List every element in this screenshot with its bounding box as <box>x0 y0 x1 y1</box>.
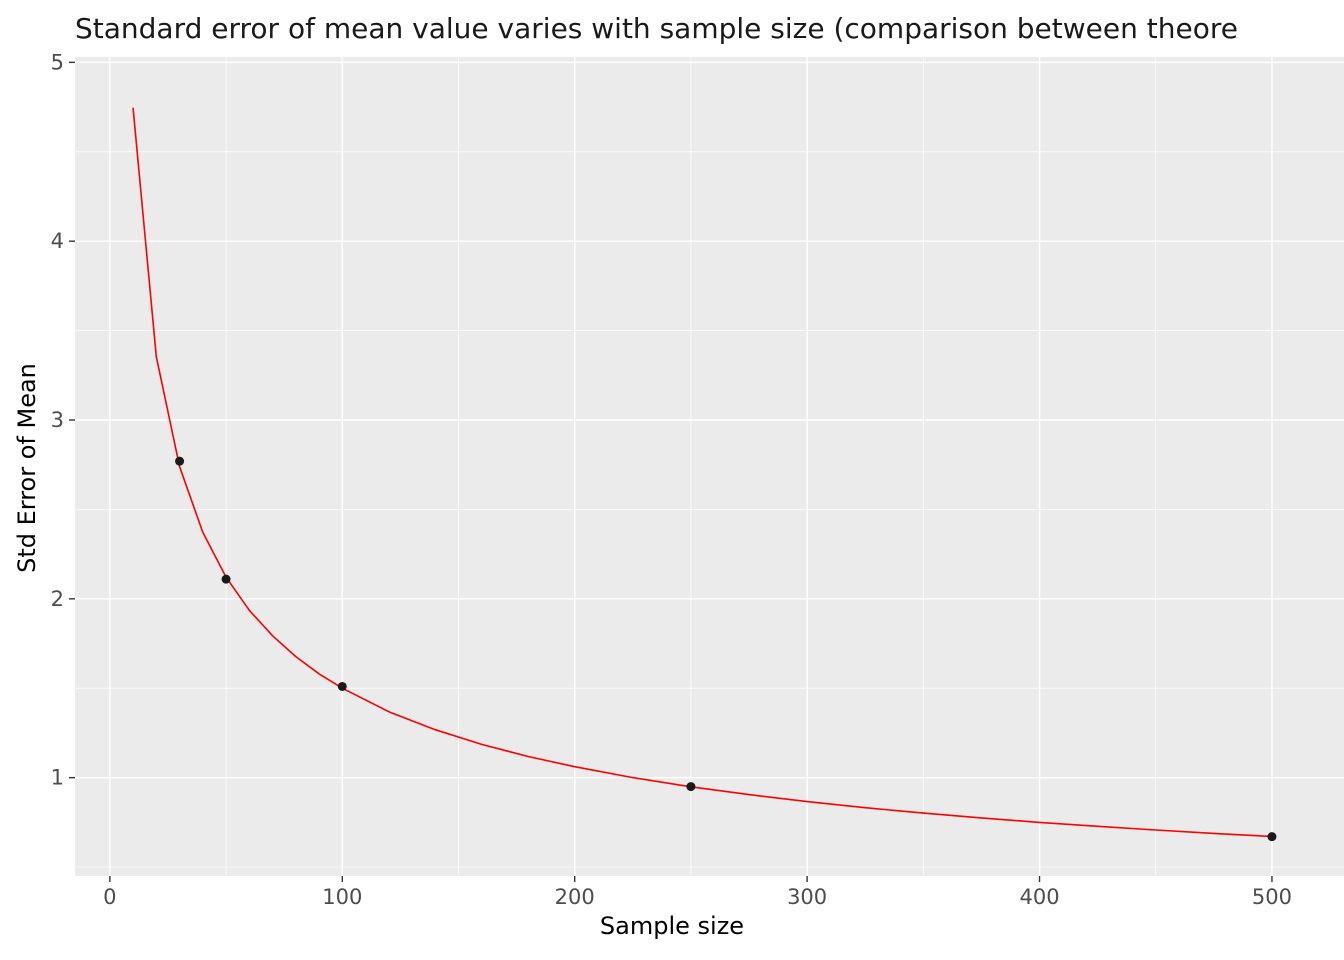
chart-title: Standard error of mean value varies with… <box>75 12 1238 45</box>
x-tick-label: 300 <box>787 885 827 909</box>
x-tick-label: 500 <box>1252 885 1292 909</box>
data-point <box>337 681 347 691</box>
data-point <box>221 574 231 584</box>
y-axis-title: Std Error of Mean <box>13 363 41 573</box>
data-point <box>686 782 696 792</box>
y-tick-label: 1 <box>51 766 64 790</box>
data-point <box>1267 832 1277 842</box>
y-tick-label: 5 <box>51 50 64 74</box>
y-tick-label: 2 <box>51 587 64 611</box>
x-tick-label: 0 <box>103 885 116 909</box>
data-point <box>175 456 185 466</box>
x-tick-label: 200 <box>555 885 595 909</box>
x-axis-title: Sample size <box>599 912 745 940</box>
x-tick-label: 100 <box>322 885 362 909</box>
theoretical-line <box>132 107 1273 838</box>
y-tick-label: 3 <box>51 408 64 432</box>
x-tick-label: 400 <box>1019 885 1059 909</box>
y-tick-label: 4 <box>51 229 64 253</box>
plot-panel <box>75 57 1344 876</box>
